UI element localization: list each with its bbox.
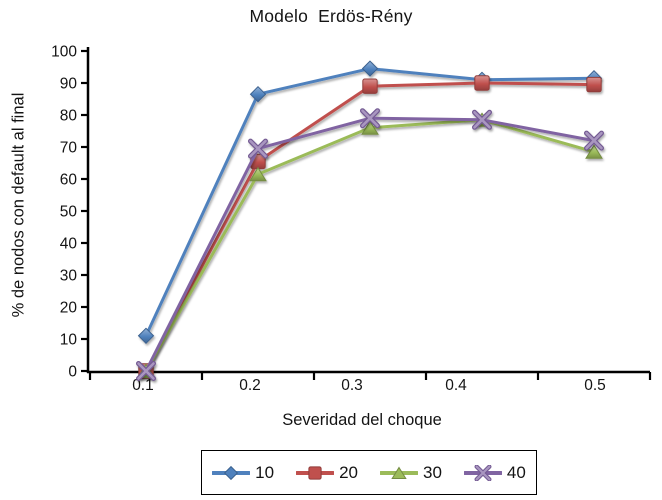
- y-tick-label: 100: [51, 44, 77, 61]
- legend-item-30: 30: [380, 463, 442, 483]
- legend-marker-x-icon: [463, 464, 502, 481]
- series-marker-x-highlight: [361, 109, 379, 127]
- x-axis-label: Severidad del choque: [282, 411, 442, 429]
- y-tick-label: 80: [60, 108, 78, 125]
- series-marker-diamond: [361, 60, 379, 77]
- legend-label: 10: [255, 462, 275, 482]
- legend-label: 40: [506, 462, 526, 482]
- x-tick-label: 0.5: [584, 377, 606, 394]
- chart-title: Modelo Erdös-Rény: [249, 6, 413, 26]
- legend-marker-diamond-icon: [212, 465, 251, 480]
- y-tick-label: 0: [68, 364, 77, 381]
- legend-item-40: 40: [463, 462, 526, 483]
- series-marker-square: [362, 78, 378, 94]
- y-tick-label: 20: [60, 300, 78, 317]
- series-marker-diamond: [137, 327, 155, 345]
- series-10-line: [144, 67, 596, 338]
- plot-area: 0 10 20 30 40 50 60 70 80 90 100 0.1 0.2 0.3 0.4 0.5: [51, 44, 652, 394]
- x-tick-label: 0.2: [239, 377, 261, 394]
- series-marker-x-highlight: [585, 131, 603, 150]
- series-marker-x-highlight: [137, 362, 155, 380]
- legend-label: 20: [339, 462, 358, 482]
- legend-marker-triangle-icon: [380, 466, 418, 479]
- series-marker-triangle: [585, 144, 603, 159]
- series-10: [137, 60, 603, 345]
- legend-marker-square-icon: [296, 465, 335, 480]
- legend-item-10: 10: [212, 463, 274, 483]
- y-tick-label: 40: [60, 236, 78, 253]
- y-tick-label: 10: [60, 332, 78, 349]
- series-marker-triangle: [249, 166, 267, 182]
- series-marker-triangle: [391, 466, 407, 479]
- series-marker-x-highlight: [475, 465, 491, 480]
- series-marker-triangle: [361, 120, 379, 135]
- series-marker-square: [586, 76, 602, 93]
- series-marker-square: [474, 75, 490, 91]
- series-marker-diamond: [224, 465, 239, 480]
- legend-item-20: 20: [296, 463, 358, 483]
- x-tick-label: 0.3: [341, 377, 363, 394]
- series-marker-diamond: [249, 85, 267, 103]
- x-tick-label: 0.4: [445, 377, 467, 394]
- series-40: [136, 108, 604, 381]
- series-marker-square: [308, 465, 322, 480]
- x-tick-label: 0.1: [132, 377, 154, 394]
- legend: 10 20 30 40: [201, 450, 537, 495]
- y-tick-label: 70: [60, 140, 78, 157]
- series-marker-x-highlight: [473, 111, 491, 129]
- y-tick-label: 60: [60, 172, 78, 189]
- y-tick-label: 50: [60, 204, 78, 221]
- legend-label: 30: [423, 462, 442, 482]
- y-tick-label: 30: [60, 268, 78, 285]
- y-tick-label: 90: [60, 76, 78, 93]
- series-marker-x-highlight: [249, 139, 267, 158]
